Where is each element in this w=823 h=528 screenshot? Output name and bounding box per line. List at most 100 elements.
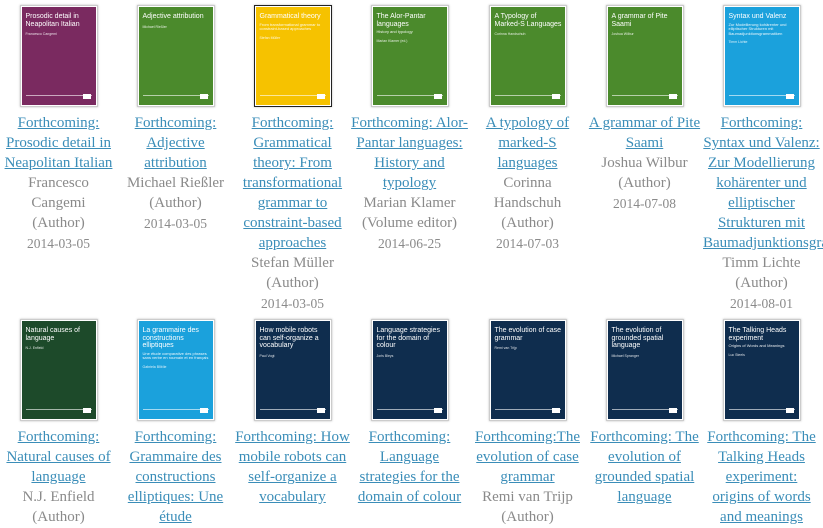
book-cover: Prosodic detail in Neapolitan Italian Fra…: [21, 7, 96, 105]
cover-author: Francesco Cangemi: [25, 32, 57, 36]
cover-author: Joris Bleys: [376, 353, 394, 358]
cover-author: Michael Rießler: [142, 24, 167, 29]
book-card: Grammatical theory From transformational …: [234, 0, 351, 314]
book-card: Natural causes of language N.J. Enfield Fo…: [0, 314, 117, 527]
author-name: Remi van Trijp: [482, 489, 573, 505]
book-card: The evolution of grounded spatial langua…: [586, 314, 703, 507]
cover-text: Language strategies for the domain of co…: [377, 327, 444, 360]
cover-title: La grammaire des constructions elliptiqu…: [142, 327, 199, 349]
book-link[interactable]: A typology of marked-S languages: [485, 115, 570, 171]
book-link[interactable]: Forthcoming: The Talking Heads experimen…: [707, 429, 816, 525]
cover-frame[interactable]: A grammar of Pite Saami Joshua Wilbur: [605, 5, 684, 107]
book-author: Joshua Wilbur: [601, 155, 688, 171]
cover-author: Gabriela Bîlbîie: [142, 364, 167, 369]
book-cover: The evolution of case grammar Remi van Tr…: [490, 321, 565, 419]
book-link[interactable]: Forthcoming: Alor-Pantar languages: Hist…: [351, 115, 468, 191]
cover-logo: [316, 94, 325, 99]
book-cover: Syntax und Valenz Zur Modellierung kohäre…: [724, 7, 799, 105]
book-author: Francesco Cangemi: [28, 175, 89, 211]
book-link[interactable]: Forthcoming: Grammaire des constructions…: [127, 429, 224, 525]
cover-title: How mobile robots can self-organize a vo…: [259, 327, 319, 349]
book-link[interactable]: Forthcoming: Adjective attribution: [134, 115, 217, 171]
cover-frame[interactable]: Grammatical theory From transformational …: [253, 5, 332, 107]
cover-text: The Alor-Pantar languages History and typ…: [377, 13, 444, 45]
cover-subtitle: Origins of Words and Meanings: [728, 343, 785, 348]
book-link[interactable]: Forthcoming: Syntax und Valenz: Zur Mode…: [703, 115, 823, 251]
cover-logo: [668, 94, 677, 99]
book-author: Timm Lichte: [722, 255, 801, 271]
book-link[interactable]: A grammar of Pite Saami: [588, 115, 701, 151]
book-cover: Language strategies for the domain of co…: [372, 321, 447, 419]
book-cover: The Talking Heads experiment Origins of W…: [724, 321, 799, 419]
cover-frame[interactable]: La grammaire des constructions elliptiqu…: [136, 319, 215, 421]
book-card: How mobile robots can self-organize a vo…: [234, 314, 351, 507]
book-link[interactable]: Forthcoming: Language strategies for the…: [357, 429, 462, 505]
cover-bar: [728, 409, 795, 413]
author-role: (Volume editor): [361, 215, 458, 231]
cover-frame[interactable]: The evolution of case grammar Remi van Tr…: [488, 319, 567, 421]
cover-text: Syntax und Valenz Zur Modellierung kohäre…: [729, 13, 796, 47]
cover-text: The evolution of case grammar Remi van Tr…: [495, 327, 562, 353]
cover-bar: [25, 409, 92, 413]
cover-text: Natural causes of language N.J. Enfield: [26, 327, 93, 353]
cover-text: The evolution of grounded spatial langua…: [612, 327, 679, 360]
cover-bar: [494, 95, 561, 99]
cover-author: Paul Vogt: [259, 353, 275, 358]
cover-text: A Typology of Marked-S Languages Corinna …: [495, 13, 562, 39]
cover-author: Timm Lichte: [728, 40, 748, 44]
cover-logo: [785, 408, 794, 413]
book-link[interactable]: Forthcoming: How mobile robots can self-…: [235, 429, 350, 505]
cover-subtitle: Zur Modellierung kohärenter und elliptis…: [728, 21, 787, 36]
cover-frame[interactable]: Natural causes of language N.J. Enfield: [19, 319, 98, 421]
book-link[interactable]: Forthcoming: The evolution of grounded s…: [590, 429, 699, 505]
cover-frame[interactable]: Prosodic detail in Neapolitan Italian Fra…: [19, 5, 98, 107]
book-card: The Alor-Pantar languages History and typ…: [351, 0, 468, 254]
cover-frame[interactable]: How mobile robots can self-organize a vo…: [253, 319, 332, 421]
book-author: Stefan Müller: [251, 255, 334, 271]
book-card: Language strategies for the domain of co…: [351, 314, 468, 507]
cover-subtitle: From transformational grammar to constra…: [259, 21, 321, 31]
book-link[interactable]: Forthcoming: Grammatical theory: From tr…: [242, 115, 343, 251]
cover-text: La grammaire des constructions elliptiqu…: [143, 327, 210, 371]
cover-title: A Typology of Marked-S Languages: [494, 13, 562, 28]
cover-author: Michael Spranger: [611, 353, 639, 358]
cover-author: Marian Klamer (ed.): [376, 38, 408, 43]
cover-frame[interactable]: Language strategies for the domain of co…: [370, 319, 449, 421]
cover-frame[interactable]: Syntax und Valenz Zur Modellierung kohäre…: [722, 5, 801, 107]
cover-title: Adjective attribution: [142, 13, 204, 20]
cover-bar: [728, 95, 795, 99]
cover-logo: [433, 94, 442, 99]
cover-bar: [611, 95, 678, 99]
cover-frame[interactable]: The evolution of grounded spatial langua…: [605, 319, 684, 421]
cover-title: Syntax und Valenz: [728, 13, 787, 20]
book-cover: La grammaire des constructions elliptiqu…: [138, 321, 213, 419]
book-link[interactable]: Forthcoming: Natural causes of language: [6, 429, 111, 485]
cover-logo: [668, 408, 677, 413]
cover-author: Remi van Trijp: [494, 346, 517, 350]
book-cover: How mobile robots can self-organize a vo…: [255, 321, 330, 419]
cover-frame[interactable]: Adjective attribution Michael Rießler: [136, 5, 215, 107]
cover-logo: [785, 94, 794, 99]
book-author: Michael Rießler: [126, 175, 225, 191]
book-link[interactable]: Forthcoming:The evolution of case gramma…: [475, 429, 580, 485]
book-cover: A grammar of Pite Saami Joshua Wilbur: [607, 7, 682, 105]
cover-text: How mobile robots can self-organize a vo…: [260, 327, 327, 360]
book-card: A grammar of Pite Saami Joshua Wilbur A gr…: [586, 0, 703, 214]
cover-title: The evolution of grounded spatial langua…: [611, 327, 664, 349]
book-date: 2014-07-08: [613, 196, 676, 211]
cover-bar: [259, 95, 326, 99]
book-card: The Talking Heads experiment Origins of W…: [703, 314, 820, 527]
book-cover: A Typology of Marked-S Languages Corinna …: [490, 7, 565, 105]
cover-logo: [82, 94, 91, 99]
author-role: (Author): [149, 195, 202, 211]
book-date: 2014-03-05: [144, 216, 207, 231]
cover-title: Natural causes of language: [25, 327, 80, 342]
cover-title: The Alor-Pantar languages: [376, 13, 426, 28]
book-cover: Natural causes of language N.J. Enfield: [21, 321, 96, 419]
cover-frame[interactable]: The Alor-Pantar languages History and typ…: [370, 5, 449, 107]
cover-bar: [611, 409, 678, 413]
cover-frame[interactable]: The Talking Heads experiment Origins of W…: [722, 319, 801, 421]
book-link[interactable]: Forthcoming: Prosodic detail in Neapolit…: [4, 115, 113, 171]
cover-frame[interactable]: A Typology of Marked-S Languages Corinna …: [488, 5, 567, 107]
